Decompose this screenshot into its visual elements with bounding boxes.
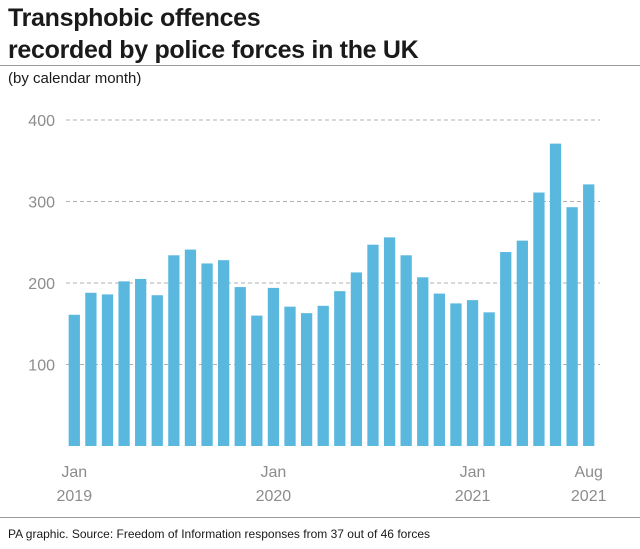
- bar-jan-2021: [466, 300, 479, 446]
- chart-title-line-2: recorded by police forces in the UK: [8, 36, 419, 64]
- bar-jan-2020: [267, 287, 280, 446]
- bar-mar-2019: [101, 294, 114, 446]
- x-tick-label: Jan: [61, 464, 87, 481]
- y-tick-label: 100: [28, 358, 55, 375]
- bar-feb-2019: [85, 292, 97, 446]
- chart-subtitle: (by calendar month): [8, 70, 142, 87]
- x-tick-label: Jan: [261, 464, 287, 481]
- source-note: PA graphic. Source: Freedom of Informati…: [8, 527, 430, 541]
- chart-title-line-1: Transphobic offences: [8, 4, 261, 32]
- bar-feb-2020: [284, 306, 296, 446]
- bar-apr-2020: [317, 305, 329, 446]
- bar-sep-2020: [400, 255, 412, 446]
- bar-aug-2019: [184, 249, 197, 446]
- bar-apr-2019: [118, 281, 130, 446]
- bar-jan-2019: [68, 314, 80, 446]
- x-tick-label: Jan: [460, 464, 486, 481]
- top-divider: [0, 65, 640, 66]
- x-tick-label: 2021: [571, 488, 607, 505]
- bar-mar-2021: [500, 252, 512, 446]
- bar-sep-2019: [201, 263, 213, 446]
- bar-mar-2020: [300, 313, 313, 446]
- bar-dec-2020: [450, 303, 462, 447]
- y-tick-label: 400: [28, 113, 55, 130]
- y-tick-label: 200: [28, 276, 55, 293]
- bar-apr-2021: [516, 240, 528, 446]
- bar-chart: 100 200 300 400 Jan 2019 Jan 2020 Jan 2021 Aug 2021: [28, 113, 607, 505]
- bar-may-2020: [334, 291, 346, 446]
- bar-may-2019: [135, 278, 147, 446]
- bar-jun-2019: [151, 295, 163, 446]
- bar-aug-2020: [383, 237, 396, 446]
- bar-nov-2019: [234, 287, 246, 446]
- bottom-divider: [0, 517, 640, 518]
- bar-jun-2021: [549, 143, 562, 446]
- x-tick-label: Aug: [574, 464, 602, 481]
- x-tick-label: 2020: [256, 488, 292, 505]
- x-tick-label: 2019: [57, 488, 93, 505]
- bar-feb-2021: [483, 312, 495, 446]
- chart-title: Transphobic offences recorded by police …: [8, 2, 419, 66]
- bar-nov-2020: [433, 293, 445, 446]
- bar-dec-2019: [251, 315, 263, 446]
- bar-oct-2020: [417, 277, 429, 446]
- bar-may-2021: [533, 192, 545, 446]
- y-tick-label: 300: [28, 195, 55, 212]
- bar-jul-2019: [168, 255, 180, 446]
- x-tick-label: 2021: [455, 488, 491, 505]
- bar-oct-2019: [218, 260, 230, 446]
- bar-aug-2021: [583, 184, 595, 446]
- bar-jul-2021: [566, 207, 578, 446]
- bar-jun-2020: [350, 272, 363, 446]
- bar-jul-2020: [367, 244, 379, 446]
